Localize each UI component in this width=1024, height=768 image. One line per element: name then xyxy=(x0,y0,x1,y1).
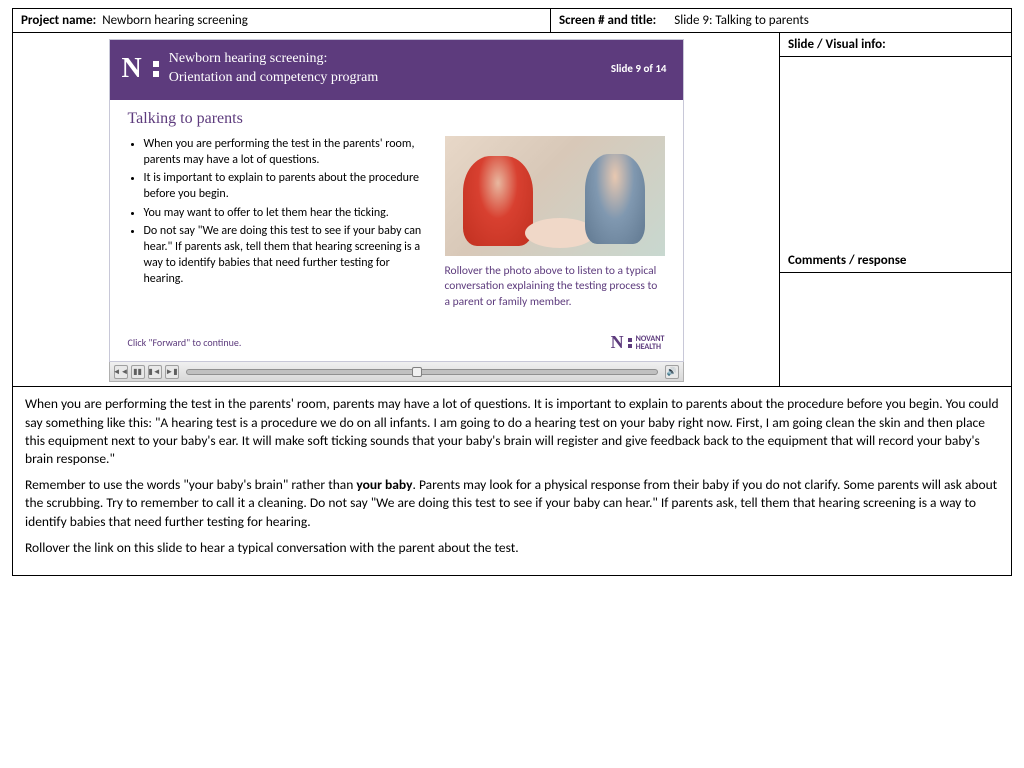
storyboard-frame: Project name: Newborn hearing screening … xyxy=(12,8,1012,576)
program-line2: Orientation and competency program xyxy=(169,69,601,88)
project-label: Project name: xyxy=(21,13,96,28)
visual-info-header: Slide / Visual info: xyxy=(780,33,1011,57)
logo-n-icon: N xyxy=(122,53,141,85)
slide-columns: When you are performing the test in the … xyxy=(128,136,665,311)
parent-photo[interactable] xyxy=(445,136,665,256)
logo-dots-icon xyxy=(153,61,159,77)
info-column: Slide / Visual info: Comments / response xyxy=(779,33,1011,386)
slide-title: Talking to parents xyxy=(128,110,665,128)
mid-row: N Newborn hearing screening: Orientation… xyxy=(13,33,1011,387)
photo-caption: Rollover the photo above to listen to a … xyxy=(445,264,665,311)
volume-button[interactable]: 🔊 xyxy=(665,365,679,379)
notes-p2: Remember to use the words "your baby's b… xyxy=(25,476,999,531)
slide-counter: Slide 9 of 14 xyxy=(611,62,667,75)
comments-body xyxy=(780,273,1011,386)
program-titles: Newborn hearing screening: Orientation a… xyxy=(169,50,601,88)
progress-thumb[interactable] xyxy=(412,367,422,377)
slide-footer: Click "Forward" to continue. N NOVANT HE… xyxy=(110,314,683,361)
slide-header-bar: N Newborn hearing screening: Orientation… xyxy=(110,40,683,100)
player-bar: ◄◄ ▮▮ ▮◄ ►▮ 🔊 xyxy=(109,362,684,382)
brand-text: NOVANT HEALTH xyxy=(636,335,665,351)
comments-header: Comments / response xyxy=(780,249,1011,273)
notes-p3: Rollover the link on this slide to hear … xyxy=(25,539,999,557)
next-button[interactable]: ►▮ xyxy=(165,365,179,379)
speaker-notes: When you are performing the test in the … xyxy=(13,387,1011,575)
program-line1: Newborn hearing screening: xyxy=(169,50,601,69)
visual-info-body xyxy=(780,57,1011,249)
slide-frame: N Newborn hearing screening: Orientation… xyxy=(109,39,684,362)
logo-n-icon: N xyxy=(611,332,624,353)
slide-body: Talking to parents When you are performi… xyxy=(110,100,683,315)
screen-value: Slide 9: Talking to parents xyxy=(674,13,809,28)
bullet-item: Do not say "We are doing this test to se… xyxy=(144,223,431,288)
notes-p1: When you are performing the test in the … xyxy=(25,395,999,468)
project-cell: Project name: Newborn hearing screening xyxy=(13,9,551,32)
rewind-button[interactable]: ◄◄ xyxy=(114,365,128,379)
pause-button[interactable]: ▮▮ xyxy=(131,365,145,379)
logo-dots-icon xyxy=(628,338,632,348)
brand-line2: HEALTH xyxy=(636,343,665,351)
bullet-list: When you are performing the test in the … xyxy=(128,136,431,311)
photo-column: Rollover the photo above to listen to a … xyxy=(445,136,665,311)
novant-logo: N NOVANT HEALTH xyxy=(611,332,665,353)
prev-button[interactable]: ▮◄ xyxy=(148,365,162,379)
project-value: Newborn hearing screening xyxy=(102,13,248,28)
bullet-item: You may want to offer to let them hear t… xyxy=(144,205,431,221)
bullet-item: It is important to explain to parents ab… xyxy=(144,170,431,202)
progress-track[interactable] xyxy=(186,369,658,375)
slide-area: N Newborn hearing screening: Orientation… xyxy=(13,33,779,386)
screen-cell: Screen # and title: Slide 9: Talking to … xyxy=(551,9,1011,32)
forward-hint: Click "Forward" to continue. xyxy=(128,336,242,349)
screen-label: Screen # and title: xyxy=(559,13,656,28)
bullet-item: When you are performing the test in the … xyxy=(144,136,431,168)
header-row: Project name: Newborn hearing screening … xyxy=(13,9,1011,33)
